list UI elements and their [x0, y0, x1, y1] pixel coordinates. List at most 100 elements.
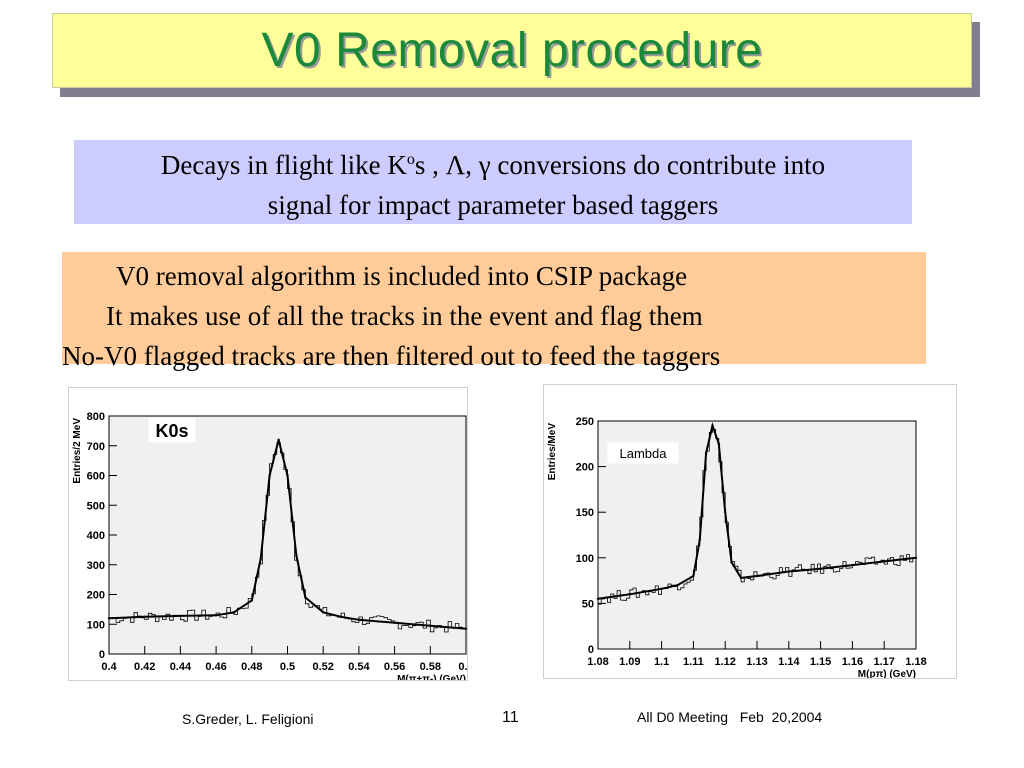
- data-point: [692, 574, 695, 578]
- data-point: [724, 511, 727, 514]
- data-point: [787, 570, 790, 573]
- y-tick-label: 200: [87, 590, 105, 602]
- x-tick-label: 0.56: [384, 661, 405, 673]
- data-point: [704, 451, 708, 455]
- data-point: [429, 624, 432, 627]
- x-tick-label: 1.15: [810, 656, 831, 668]
- x-tick-label: 1.17: [873, 656, 894, 668]
- x-tick-label: 1.11: [683, 656, 704, 668]
- data-point: [660, 587, 663, 591]
- intro-line-2: signal for impact parameter based tagger…: [267, 190, 719, 220]
- y-axis-title: Entries/MeV: [547, 423, 558, 481]
- data-point: [250, 599, 253, 602]
- plot-label: Lambda: [620, 446, 668, 461]
- data-point: [322, 611, 325, 614]
- plot-label: K0s: [155, 421, 188, 441]
- y-tick-label: 200: [576, 462, 594, 474]
- x-tick-label: 1.1: [654, 656, 669, 668]
- algorithm-box: V0 removal algorithm is included into CS…: [62, 252, 926, 371]
- data-point: [277, 438, 280, 441]
- x-tick-label: 0.4: [101, 661, 117, 673]
- data-point: [304, 596, 307, 599]
- x-tick-label: 0.6: [458, 661, 467, 673]
- data-point: [628, 593, 631, 596]
- data-point: [232, 611, 236, 614]
- slide-title: V0 Removal procedure: [261, 24, 763, 77]
- footer-page-number: 11: [502, 709, 519, 726]
- x-tick-label: 0.46: [205, 661, 226, 673]
- data-point: [464, 627, 468, 630]
- data-point: [819, 567, 822, 570]
- data-point: [596, 597, 600, 601]
- x-tick-label: 0.52: [312, 661, 333, 673]
- x-tick-label: 0.48: [241, 661, 262, 673]
- data-point: [739, 576, 743, 580]
- y-axis-title: Entries/2 MeV: [72, 418, 83, 484]
- data-point: [295, 554, 298, 558]
- data-point: [268, 474, 271, 477]
- x-axis-title: M(π+π-) (GeV): [397, 674, 466, 680]
- y-tick-label: 300: [87, 560, 105, 572]
- x-tick-label: 1.08: [587, 656, 608, 668]
- data-point: [179, 614, 182, 618]
- x-tick-label: 1.16: [842, 656, 863, 668]
- y-tick-label: 600: [87, 471, 105, 483]
- x-tick-label: 0.54: [348, 661, 370, 673]
- data-point: [698, 538, 701, 541]
- data-point: [339, 615, 343, 619]
- data-point: [883, 560, 886, 563]
- y-tick-label: 0: [588, 644, 594, 656]
- data-point: [214, 614, 218, 617]
- intro-text-pre: Decays in flight like K: [160, 150, 407, 180]
- intro-sup: o: [406, 151, 415, 168]
- lambda-plot-panel: 0 50 100 150 200 250 1.08 1.09 1.1 1.11 1.12 1.13 1.…: [543, 384, 957, 680]
- data-point: [357, 618, 361, 621]
- algorithm-line-3: No-V0 flagged tracks are then filtered o…: [62, 341, 721, 371]
- algorithm-line-2: It makes use of all the tracks in the ev…: [106, 301, 703, 331]
- intro-text-post: s , Λ, γ conversions do contribute into: [414, 150, 826, 180]
- x-axis-title: M(pπ) (GeV): [858, 669, 916, 678]
- data-point: [107, 617, 111, 620]
- y-tick-label: 700: [87, 441, 105, 453]
- data-point: [851, 563, 854, 567]
- data-point: [259, 557, 262, 560]
- footer-authors: S.Greder, L. Feligioni: [182, 711, 314, 727]
- y-tick-label: 800: [87, 411, 105, 423]
- lambda-chart: 0 50 100 150 200 250 1.08 1.09 1.1 1.11 1.12 1.13 1.…: [547, 416, 927, 680]
- x-tick-label: 1.14: [778, 656, 800, 668]
- data-point: [393, 621, 396, 624]
- y-tick-label: 500: [87, 500, 105, 512]
- y-tick-label: 100: [576, 553, 594, 565]
- title-box: V0 Removal procedure: [52, 13, 972, 88]
- x-tick-label: 1.18: [905, 656, 926, 668]
- y-tick-label: 50: [582, 598, 594, 610]
- y-tick-label: 150: [576, 507, 594, 519]
- x-tick-label: 0.5: [280, 661, 295, 673]
- fit-curve: [597, 422, 917, 600]
- y-tick-label: 250: [576, 416, 594, 428]
- k0s-chart: 0 100 200 300 400 500 600 700 800 0.4 0.42 0.44 0.46…: [72, 411, 474, 685]
- k0s-plot-panel: 0 100 200 300 400 500 600 700 800 0.4 0.42 0.44 0.46…: [68, 387, 474, 685]
- intro-line-1: Decays in flight like Kos , Λ, γ convers…: [74, 140, 912, 185]
- data-point: [143, 615, 146, 619]
- y-tick-label: 100: [87, 619, 105, 631]
- data-point: [755, 574, 759, 578]
- y-tick-label: 400: [87, 530, 105, 542]
- y-tick-label: 0: [99, 649, 105, 661]
- x-tick-label: 0.42: [134, 661, 155, 673]
- data-point: [717, 442, 721, 445]
- data-point: [711, 424, 714, 427]
- data-point: [286, 474, 289, 477]
- x-tick-label: 1.12: [714, 656, 735, 668]
- fit-curve: [108, 439, 467, 630]
- x-tick-label: 0.58: [420, 661, 441, 673]
- plot-label-box: [607, 442, 679, 464]
- data-point: [914, 556, 918, 559]
- x-tick-label: 1.09: [619, 656, 640, 668]
- intro-box: Decays in flight like Kos , Λ, γ convers…: [74, 140, 912, 224]
- data-point: [676, 583, 679, 587]
- data-point: [730, 561, 733, 564]
- algorithm-line-1: V0 removal algorithm is included into CS…: [116, 261, 688, 291]
- plot-label-box: [148, 417, 196, 443]
- footer-meeting: All D0 Meeting Feb 20,2004: [637, 709, 823, 725]
